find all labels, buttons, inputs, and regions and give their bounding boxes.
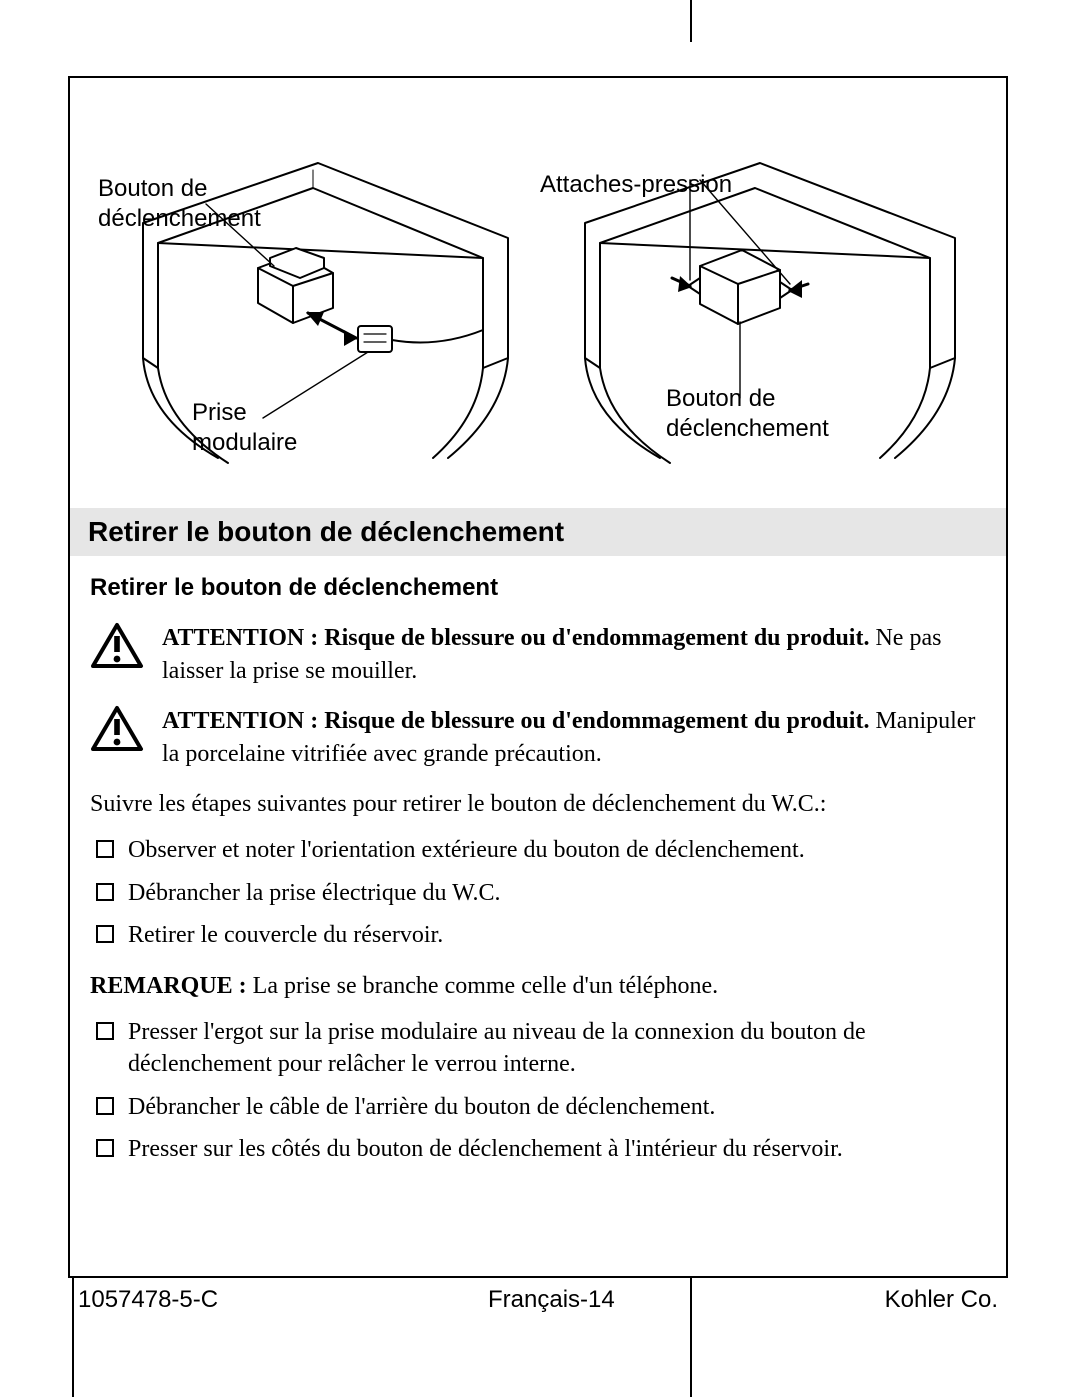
intro-paragraph: Suivre les étapes suivantes pour retirer… [90, 788, 986, 820]
warning-1-text: ATTENTION : Risque de blessure ou d'endo… [162, 622, 986, 687]
step-item: Débrancher le câble de l'arrière du bout… [90, 1091, 986, 1123]
steps-list-a: Observer et noter l'orientation extérieu… [90, 834, 986, 951]
warning-1-bold: ATTENTION : Risque de blessure ou d'endo… [162, 625, 869, 651]
footer-page-number: Français-14 [488, 1286, 615, 1314]
warning-2: ATTENTION : Risque de blessure ou d'endo… [90, 705, 986, 770]
subheading: Retirer le bouton de déclenchement [90, 572, 986, 604]
section-title: Retirer le bouton de déclenchement [88, 516, 564, 547]
step-item: Observer et noter l'orientation extérieu… [90, 834, 986, 866]
note: REMARQUE : La prise se branche comme cel… [90, 970, 986, 1002]
footer-doc-number: 1057478-5-C [78, 1286, 218, 1314]
warning-2-bold: ATTENTION : Risque de blessure ou d'endo… [162, 708, 869, 734]
caution-icon [90, 622, 144, 687]
step-item: Débrancher la prise électrique du W.C. [90, 877, 986, 909]
footer-company: Kohler Co. [885, 1286, 998, 1314]
label-snap: Attaches-pression [540, 170, 732, 200]
label-modular-plug: Prise modulaire [192, 398, 297, 458]
content-frame: Bouton de déclenchement Prise modulaire … [68, 76, 1008, 1278]
warning-2-text: ATTENTION : Risque de blessure ou d'endo… [162, 705, 986, 770]
note-rest: La prise se branche comme celle d'un tél… [247, 973, 718, 999]
step-item: Retirer le couvercle du réservoir. [90, 919, 986, 951]
warning-1: ATTENTION : Risque de blessure ou d'endo… [90, 622, 986, 687]
caution-icon [90, 705, 144, 770]
illustration-area: Bouton de déclenchement Prise modulaire … [70, 78, 1006, 508]
note-bold: REMARQUE : [90, 973, 247, 999]
step-item: Presser l'ergot sur la prise modulaire a… [90, 1016, 986, 1081]
label-trip-button-right: Bouton de déclenchement [666, 384, 829, 444]
step-item: Presser sur les côtés du bouton de décle… [90, 1133, 986, 1165]
page-footer: 1057478-5-C Français-14 Kohler Co. [68, 1286, 1008, 1314]
steps-list-b: Presser l'ergot sur la prise modulaire a… [90, 1016, 986, 1166]
crop-mark [690, 0, 692, 42]
label-trip-button-left: Bouton de déclenchement [98, 174, 261, 234]
illustration-left [88, 108, 528, 488]
body: Retirer le bouton de déclenchement ATTEN… [70, 556, 1006, 1165]
page: Bouton de déclenchement Prise modulaire … [0, 0, 1080, 1397]
section-title-bar: Retirer le bouton de déclenchement [70, 508, 1006, 556]
